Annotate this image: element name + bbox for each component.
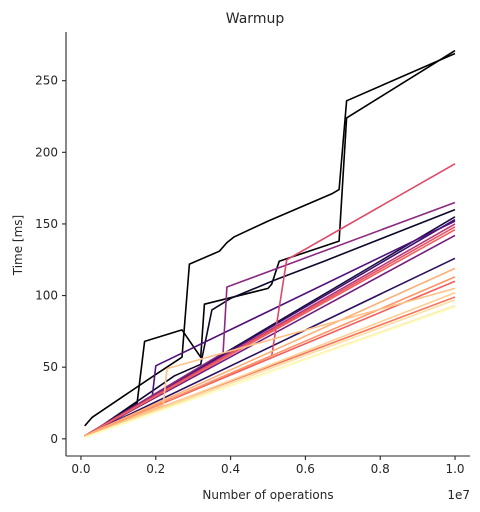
x-tick-label: 0.8 <box>371 462 390 476</box>
series-line-19 <box>84 291 456 439</box>
series-line-17 <box>84 267 456 437</box>
series-line-3 <box>84 208 456 439</box>
x-tick-label: 1.0 <box>445 462 464 476</box>
series-line-13 <box>84 229 456 437</box>
x-offset-label: 1e7 <box>447 488 470 502</box>
series-line-5 <box>84 257 456 437</box>
series-line-9 <box>84 201 456 437</box>
series-line-8 <box>84 234 456 437</box>
series-line-16 <box>84 276 456 437</box>
x-tick-label: 0.4 <box>221 462 240 476</box>
y-tick-label: 100 <box>35 289 58 303</box>
series-line-18 <box>84 287 456 439</box>
x-axis-label: Number of operations <box>202 488 333 502</box>
x-tick-label: 0.0 <box>71 462 90 476</box>
y-tick-label: 150 <box>35 217 58 231</box>
x-tick-label: 0.2 <box>146 462 165 476</box>
series-layer <box>84 49 456 439</box>
series-line-11 <box>84 163 456 437</box>
y-tick-label: 0 <box>50 432 58 446</box>
y-tick-label: 200 <box>35 145 58 159</box>
y-axis-label: Time [ms] <box>11 215 25 277</box>
y-tick-label: 250 <box>35 74 58 88</box>
series-line-20 <box>84 299 456 439</box>
chart-title: Warmup <box>226 11 285 27</box>
x-tick-label: 0.6 <box>296 462 315 476</box>
series-line-1 <box>84 52 456 427</box>
series-line-2 <box>84 49 456 439</box>
y-tick-label: 50 <box>43 360 58 374</box>
series-line-22 <box>84 306 456 439</box>
axes-layer: 0.0 0.2 0.4 0.6 0.8 1.0 0 50 100 150 200 250 <box>35 32 470 476</box>
